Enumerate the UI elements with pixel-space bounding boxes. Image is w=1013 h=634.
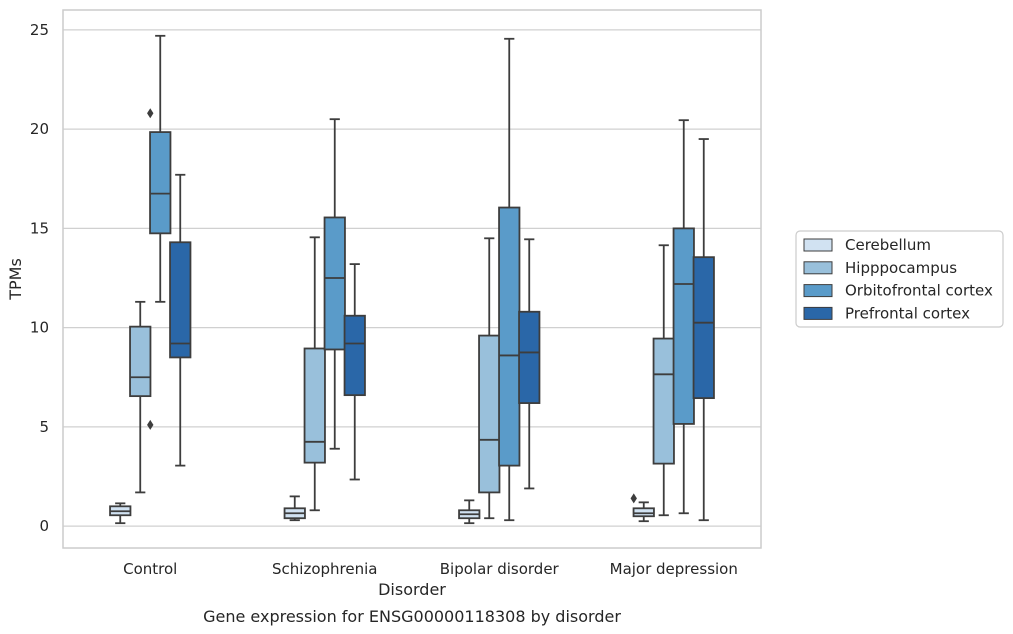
y-axis-label: TPMs — [6, 258, 25, 301]
x-axis-label: Disorder — [378, 580, 446, 599]
legend-label-1: Hipppocampus — [845, 259, 957, 277]
x-tick-label-2: Bipolar disorder — [440, 560, 560, 578]
y-tick-label-20: 20 — [30, 120, 49, 138]
y-tick-label-15: 15 — [30, 219, 49, 237]
box-2-0 — [147, 34, 172, 430]
box-0-0 — [109, 502, 132, 525]
box-0-2 — [458, 499, 481, 525]
legend-label-0: Cerebellum — [845, 236, 931, 254]
y-tick-label-0: 0 — [39, 517, 49, 535]
box-3-0 — [169, 173, 192, 467]
box-body — [129, 325, 152, 398]
box-series — [109, 34, 715, 525]
box-body — [303, 347, 326, 464]
legend-swatch-0 — [803, 238, 833, 252]
plot-frame — [62, 9, 762, 549]
box-1-3 — [652, 244, 675, 517]
box-body — [169, 241, 192, 359]
plot-background — [63, 10, 761, 548]
box-body — [672, 227, 695, 425]
outlier-0 — [630, 493, 637, 504]
outlier-1 — [147, 419, 154, 430]
x-tick-label-3: Major depression — [610, 560, 738, 578]
box-2-2 — [498, 37, 521, 522]
box-body — [692, 256, 715, 400]
box-0-1 — [283, 495, 306, 522]
legend-label-2: Orbitofrontal cortex — [845, 282, 993, 300]
legend-swatch-3 — [803, 306, 833, 320]
box-2-1 — [323, 118, 346, 450]
box-3-1 — [343, 263, 366, 481]
box-1-1 — [303, 236, 326, 512]
box-body — [518, 310, 541, 404]
box-1-0 — [129, 300, 152, 494]
box-body — [478, 334, 501, 494]
x-tick-label-0: Control — [123, 560, 177, 578]
box-body — [652, 337, 675, 465]
legend-swatch-1 — [803, 261, 833, 275]
y-tick-label-10: 10 — [30, 319, 49, 337]
legend-label-3: Prefrontal cortex — [845, 304, 970, 322]
x-axis-ticks: Control Schizophrenia Bipolar disorder Majo… — [123, 560, 738, 578]
box-body — [149, 131, 172, 235]
x-tick-label-1: Schizophrenia — [272, 560, 377, 578]
legend-frame — [795, 230, 1004, 328]
box-body — [632, 507, 655, 518]
outlier-0 — [147, 108, 154, 119]
y-axis-ticks: 0 5 10 15 20 25 — [30, 21, 49, 535]
box-body — [323, 216, 346, 351]
box-2-3 — [672, 119, 695, 515]
box-3-3 — [692, 138, 715, 522]
chart-caption: Gene expression for ENSG00000118308 by d… — [203, 607, 621, 626]
legend-swatch-2 — [803, 284, 833, 298]
box-body — [498, 206, 521, 467]
box-0-3 — [630, 493, 655, 523]
legend: Cerebellum Hipppocampus Orbitofrontal cort… — [795, 230, 1004, 328]
box-body — [343, 314, 366, 397]
box-3-2 — [518, 238, 541, 490]
y-tick-label-25: 25 — [30, 21, 49, 39]
y-tick-label-5: 5 — [39, 418, 49, 436]
